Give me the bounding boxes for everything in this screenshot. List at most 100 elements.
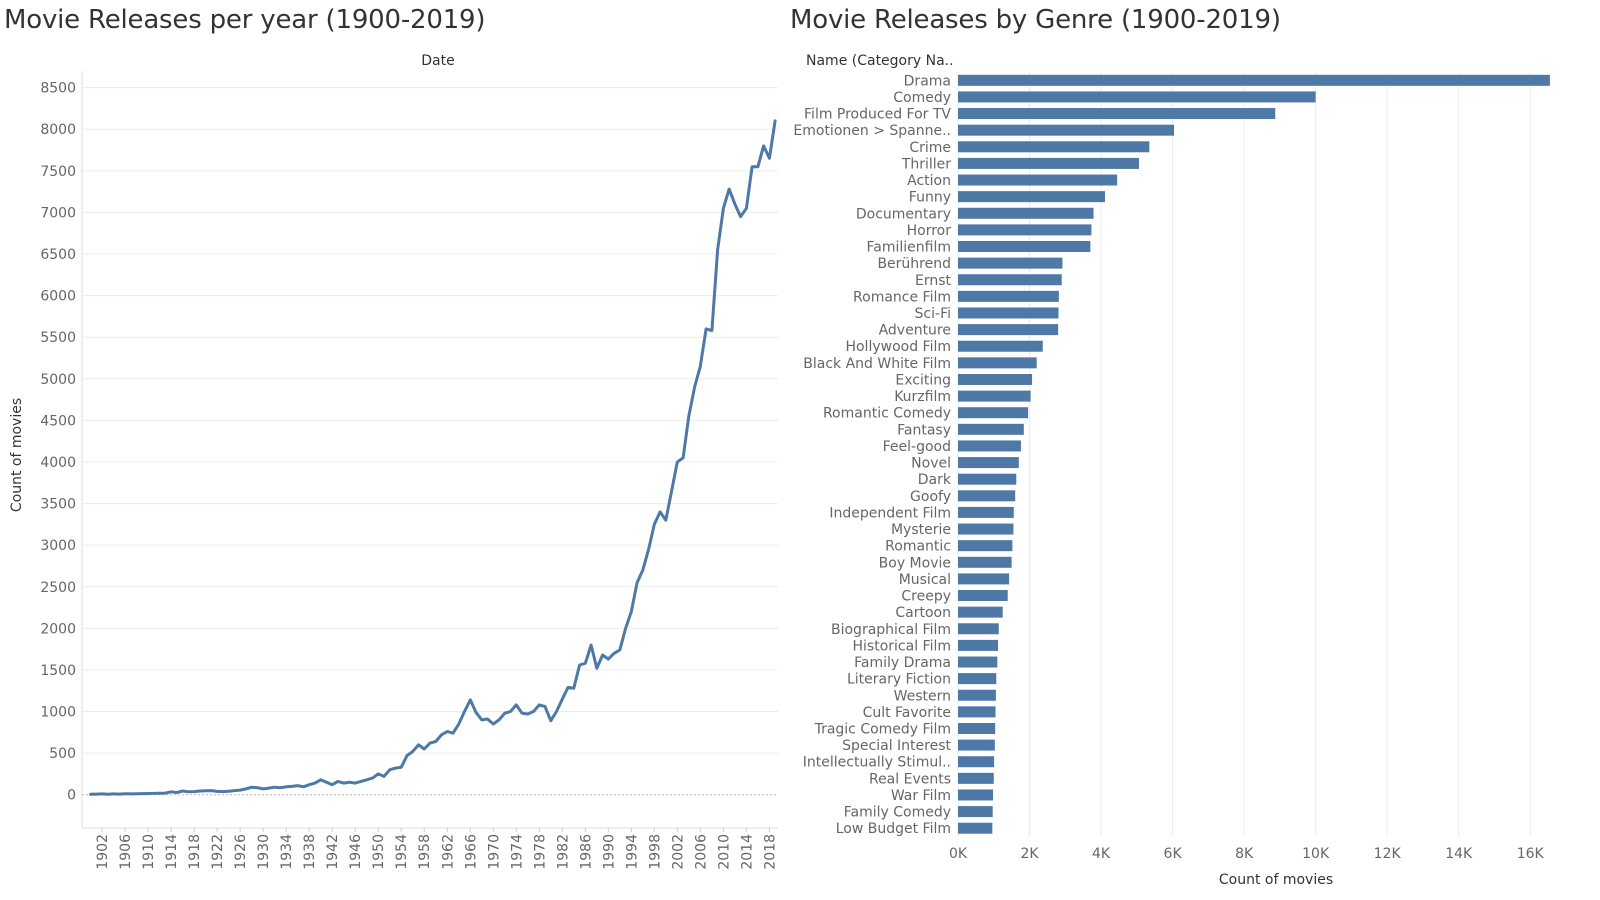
bar xyxy=(958,689,996,701)
data-point xyxy=(682,457,684,459)
data-point xyxy=(314,782,316,784)
data-point xyxy=(360,780,362,783)
data-point xyxy=(486,718,489,720)
x-tick-label: 2002 xyxy=(670,834,686,870)
bar xyxy=(958,274,1062,286)
data-point xyxy=(751,165,753,168)
line-chart-title: Movie Releases per year (1900-2019) xyxy=(4,5,486,35)
x-tick-label: 1966 xyxy=(463,834,479,870)
bar xyxy=(958,74,1550,86)
category-label: Funny xyxy=(909,190,951,206)
bar xyxy=(958,506,1014,518)
data-point xyxy=(561,698,564,700)
x-tick-label: 1962 xyxy=(440,834,456,870)
data-point xyxy=(768,157,771,160)
y-tick-label: 8000 xyxy=(40,122,76,138)
data-point xyxy=(670,490,673,492)
x-tick-label: 4K xyxy=(1092,846,1111,862)
data-point xyxy=(475,711,477,714)
x-tick-label: 2014 xyxy=(739,834,755,870)
data-point xyxy=(567,686,569,689)
bar xyxy=(958,357,1037,369)
x-tick-label: 1958 xyxy=(417,834,433,870)
x-tick-label: 1970 xyxy=(486,834,502,870)
data-point xyxy=(187,791,190,793)
data-point xyxy=(423,748,426,750)
category-label: Sci-Fi xyxy=(915,306,951,322)
data-point xyxy=(400,766,403,769)
bar xyxy=(958,207,1094,219)
category-label: Intellectually Stimul.. xyxy=(803,755,951,771)
x-tick-label: 1938 xyxy=(302,834,318,870)
data-point xyxy=(164,792,167,794)
bar xyxy=(958,423,1024,435)
category-label: Family Comedy xyxy=(844,805,951,821)
data-point xyxy=(331,783,334,786)
bar xyxy=(958,772,994,784)
x-tick-label: 2010 xyxy=(716,834,732,870)
y-tick-label: 6000 xyxy=(40,289,76,305)
y-tick-label: 0 xyxy=(67,788,76,804)
data-point xyxy=(112,793,115,795)
bar xyxy=(958,290,1059,302)
category-label: Historical Film xyxy=(853,638,951,654)
data-point xyxy=(176,791,178,794)
data-point xyxy=(279,786,282,789)
category-label: Independent Film xyxy=(829,505,951,521)
category-label: Romance Film xyxy=(853,289,951,305)
data-point xyxy=(285,786,287,788)
data-point xyxy=(95,793,98,795)
bar xyxy=(958,457,1019,469)
data-point xyxy=(705,328,707,330)
data-point xyxy=(619,649,621,651)
line-chart: 0 500 1000 1500 2000 2500 3000 3500 4000 4500 5000… xyxy=(9,53,778,870)
category-label: Action xyxy=(907,173,951,189)
bar xyxy=(958,440,1021,452)
category-label: Black And White Film xyxy=(803,356,951,372)
x-tick-label: 14K xyxy=(1445,846,1473,862)
data-point xyxy=(532,710,535,713)
x-tick-label: 1994 xyxy=(624,834,640,870)
data-point xyxy=(653,523,656,526)
category-label: Crime xyxy=(909,140,951,156)
bar xyxy=(958,91,1316,103)
x-tick-label: 1946 xyxy=(348,834,364,870)
x-tick-label: 1998 xyxy=(647,834,663,870)
data-point xyxy=(210,789,213,792)
category-label: Real Events xyxy=(869,771,951,787)
data-point xyxy=(239,789,241,791)
category-label: Cult Favorite xyxy=(863,705,951,721)
data-point xyxy=(383,775,385,778)
data-point xyxy=(665,519,667,522)
data-point xyxy=(699,365,702,368)
data-point xyxy=(590,644,592,646)
bar xyxy=(958,673,997,685)
line-chart-header: Date xyxy=(421,53,454,69)
category-label: Romantic xyxy=(885,539,951,555)
data-point xyxy=(711,329,713,332)
data-point xyxy=(745,207,748,210)
x-tick-label: 12K xyxy=(1374,846,1402,862)
bar-chart-header: Name (Category Na.. xyxy=(806,53,954,69)
data-point xyxy=(227,790,230,793)
data-point xyxy=(688,415,690,418)
data-point xyxy=(170,791,172,793)
data-point xyxy=(204,789,207,792)
category-label: Hollywood Film xyxy=(845,339,951,355)
category-label: Drama xyxy=(904,73,951,89)
data-point xyxy=(371,777,374,779)
data-point xyxy=(291,785,293,788)
data-point xyxy=(268,787,270,789)
category-label: War Film xyxy=(891,788,951,804)
bar-chart-x-axis: 0K 2K 4K 6K 8K 10K 12K 14K 16K xyxy=(949,846,1545,862)
x-tick-label: 1978 xyxy=(532,834,548,870)
data-point xyxy=(544,705,546,708)
bar xyxy=(958,157,1139,169)
data-point xyxy=(296,784,299,787)
bar xyxy=(958,108,1276,120)
category-label: Goofy xyxy=(910,489,951,505)
y-tick-label: 4500 xyxy=(40,413,76,429)
x-tick-label: 1982 xyxy=(555,834,571,870)
data-point xyxy=(440,734,443,736)
